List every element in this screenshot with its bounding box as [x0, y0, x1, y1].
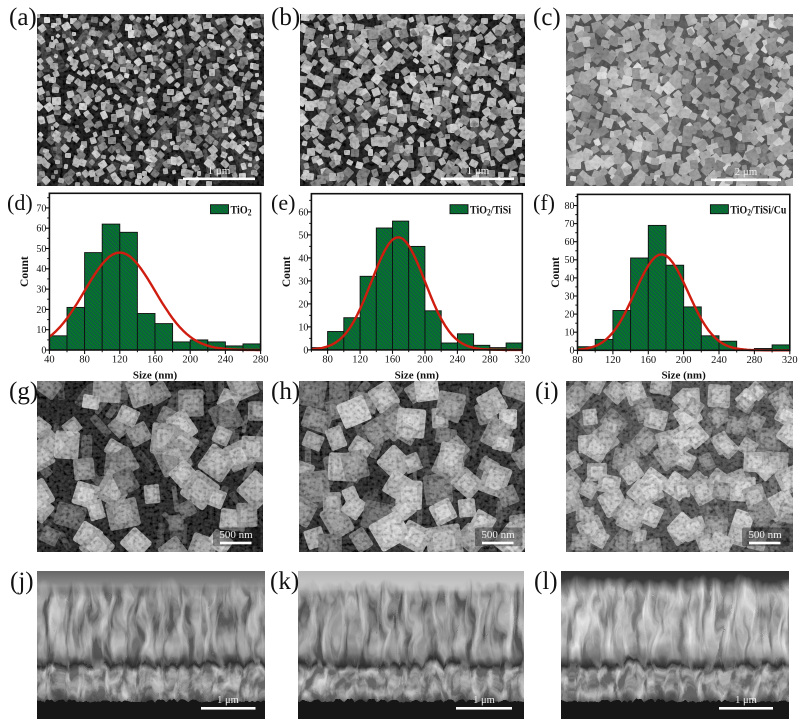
svg-text:120: 120 [605, 355, 621, 366]
svg-text:(l): (l) [534, 568, 558, 595]
svg-text:1 μm: 1 μm [467, 165, 490, 177]
svg-text:20: 20 [298, 299, 308, 310]
svg-text:500 nm: 500 nm [748, 529, 782, 541]
svg-text:1 μm: 1 μm [217, 695, 239, 706]
svg-text:(b): (b) [271, 4, 300, 31]
svg-text:Count: Count [281, 256, 293, 287]
svg-text:0: 0 [570, 346, 575, 357]
svg-text:80: 80 [572, 355, 583, 366]
svg-text:20: 20 [36, 305, 46, 316]
svg-text:240: 240 [450, 354, 466, 365]
svg-text:(i): (i) [535, 378, 559, 405]
svg-text:0: 0 [303, 345, 308, 356]
svg-text:160: 160 [640, 355, 656, 366]
svg-text:50: 50 [298, 230, 308, 241]
svg-text:60: 60 [298, 207, 308, 218]
svg-text:60: 60 [36, 224, 46, 235]
svg-text:200: 200 [676, 355, 692, 366]
svg-text:(e): (e) [271, 190, 295, 215]
svg-text:(k): (k) [270, 568, 299, 595]
svg-text:240: 240 [711, 355, 727, 366]
svg-text:280: 280 [747, 355, 763, 366]
svg-text:Count: Count [550, 257, 562, 288]
svg-text:2 μm: 2 μm [735, 166, 758, 178]
svg-text:10: 10 [565, 328, 575, 339]
svg-text:120: 120 [352, 354, 368, 365]
svg-text:TiO2: TiO2 [231, 203, 252, 218]
svg-text:70: 70 [565, 219, 575, 230]
svg-text:(d): (d) [7, 190, 33, 215]
svg-text:40: 40 [565, 273, 575, 284]
svg-text:200: 200 [417, 354, 433, 365]
svg-text:1 μm: 1 μm [473, 695, 495, 706]
svg-text:70: 70 [36, 203, 46, 214]
svg-text:(h): (h) [271, 378, 300, 405]
svg-text:320: 320 [514, 354, 530, 365]
svg-text:30: 30 [298, 276, 308, 287]
svg-text:30: 30 [36, 285, 46, 296]
svg-text:(c): (c) [533, 4, 561, 31]
svg-text:30: 30 [565, 291, 575, 302]
svg-text:40: 40 [298, 253, 308, 264]
svg-text:80: 80 [79, 355, 90, 366]
svg-text:1 μm: 1 μm [208, 165, 231, 177]
svg-text:280: 280 [253, 355, 269, 366]
svg-text:320: 320 [782, 355, 798, 366]
svg-text:(a): (a) [9, 4, 37, 31]
svg-text:50: 50 [565, 255, 575, 266]
svg-text:80: 80 [565, 201, 575, 212]
svg-text:Count: Count [19, 256, 31, 287]
svg-text:0: 0 [41, 345, 46, 356]
svg-text:80: 80 [322, 354, 333, 365]
svg-text:60: 60 [565, 237, 575, 248]
svg-text:Size (nm): Size (nm) [395, 370, 440, 382]
svg-text:10: 10 [36, 325, 46, 336]
svg-text:(g): (g) [9, 378, 38, 405]
svg-text:TiO2/TiSi/Cu: TiO2/TiSi/Cu [730, 203, 786, 218]
svg-text:10: 10 [298, 322, 308, 333]
svg-text:50: 50 [36, 244, 46, 255]
svg-text:Size (nm): Size (nm) [661, 370, 706, 382]
svg-text:200: 200 [182, 355, 198, 366]
svg-text:40: 40 [36, 264, 46, 275]
svg-text:(f): (f) [533, 190, 555, 215]
svg-text:(j): (j) [10, 568, 34, 595]
svg-text:TiO2/TiSi: TiO2/TiSi [470, 203, 512, 218]
svg-text:280: 280 [482, 354, 498, 365]
svg-text:Size (nm): Size (nm) [133, 370, 178, 382]
svg-text:1 μm: 1 μm [735, 695, 757, 706]
svg-text:160: 160 [385, 354, 401, 365]
svg-text:500 nm: 500 nm [219, 529, 253, 541]
svg-text:500 nm: 500 nm [481, 529, 515, 541]
svg-text:160: 160 [147, 355, 163, 366]
svg-text:40: 40 [44, 355, 55, 366]
svg-text:20: 20 [565, 310, 575, 321]
svg-text:120: 120 [112, 355, 128, 366]
svg-text:240: 240 [218, 355, 234, 366]
